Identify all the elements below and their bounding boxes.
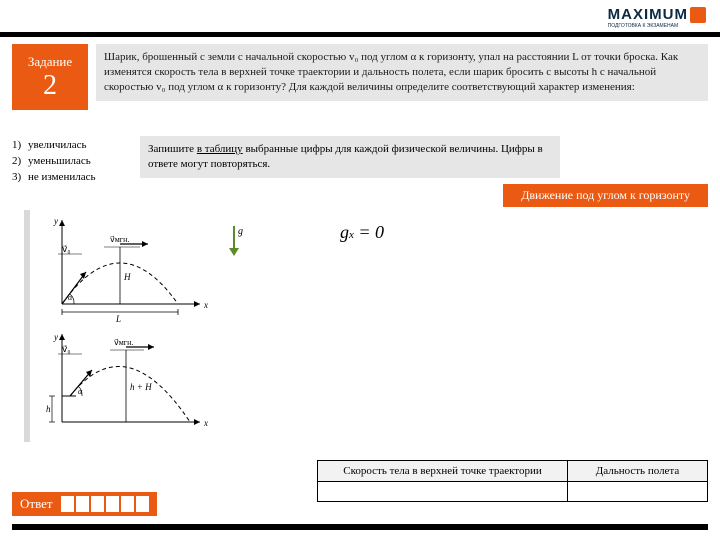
option-3: 3)не изменилась — [12, 170, 95, 186]
answer-boxes — [61, 496, 149, 512]
answer-box[interactable] — [136, 496, 149, 512]
option-2: 2)уменьшилась — [12, 154, 95, 170]
brand-flag-icon — [690, 7, 706, 23]
answer-box[interactable] — [61, 496, 74, 512]
task-badge: Задание 2 — [12, 44, 88, 110]
problem-text: Шарик, брошенный с земли с начальной ско… — [96, 44, 708, 101]
svg-text:v⃗₀: v⃗₀ — [62, 244, 71, 254]
task-number: 2 — [43, 72, 57, 100]
answer-label: Ответ — [20, 496, 53, 512]
answer-strip: Ответ — [12, 492, 157, 516]
answer-col-1-header: Скорость тела в верхней точке траектории — [318, 461, 568, 482]
answer-box[interactable] — [106, 496, 119, 512]
options-list: 1)увеличилась 2)уменьшилась 3)не изменил… — [12, 138, 95, 186]
svg-text:v⃗₀: v⃗₀ — [62, 344, 71, 354]
g-vector: g⃗ — [224, 222, 244, 262]
svg-text:h + H: h + H — [130, 382, 152, 392]
task-label: Задание — [28, 54, 72, 70]
answer-box[interactable] — [91, 496, 104, 512]
svg-text:h: h — [46, 404, 51, 414]
svg-text:y: y — [53, 332, 58, 342]
formula-gx: gx = 0 — [340, 222, 384, 243]
side-stripe — [24, 210, 30, 442]
topic-pill: Движение под углом к горизонту — [503, 184, 708, 207]
answer-box[interactable] — [76, 496, 89, 512]
trajectory-diagram: x y v⃗₀ α v⃗мгн. H L x y h — [40, 214, 210, 440]
bottom-rule — [12, 524, 708, 530]
svg-text:y: y — [53, 216, 58, 226]
brand-tagline: ПОДГОТОВКА К ЭКЗАМЕНАМ — [608, 23, 706, 29]
option-1: 1)увеличилась — [12, 138, 95, 154]
svg-text:α: α — [68, 293, 73, 302]
svg-text:L: L — [115, 314, 121, 324]
top-rule — [0, 32, 720, 37]
answer-cell-1[interactable] — [318, 482, 568, 502]
svg-text:x: x — [203, 418, 208, 428]
svg-text:v⃗мгн.: v⃗мгн. — [110, 235, 129, 244]
svg-text:g⃗: g⃗ — [238, 226, 244, 237]
answer-table: Скорость тела в верхней точке траектории… — [317, 460, 708, 502]
svg-text:v⃗мгн.: v⃗мгн. — [114, 338, 133, 347]
answer-col-2-header: Дальность полета — [568, 461, 708, 482]
brand-name: MAXIMUM — [608, 6, 688, 23]
answer-box[interactable] — [121, 496, 134, 512]
svg-text:H: H — [123, 272, 131, 282]
answer-cell-2[interactable] — [568, 482, 708, 502]
svg-text:x: x — [203, 300, 208, 310]
instruction-text: Запишите в таблицу выбранные цифры для к… — [140, 136, 560, 178]
brand-logo: MAXIMUM ПОДГОТОВКА К ЭКЗАМЕНАМ — [608, 6, 706, 29]
